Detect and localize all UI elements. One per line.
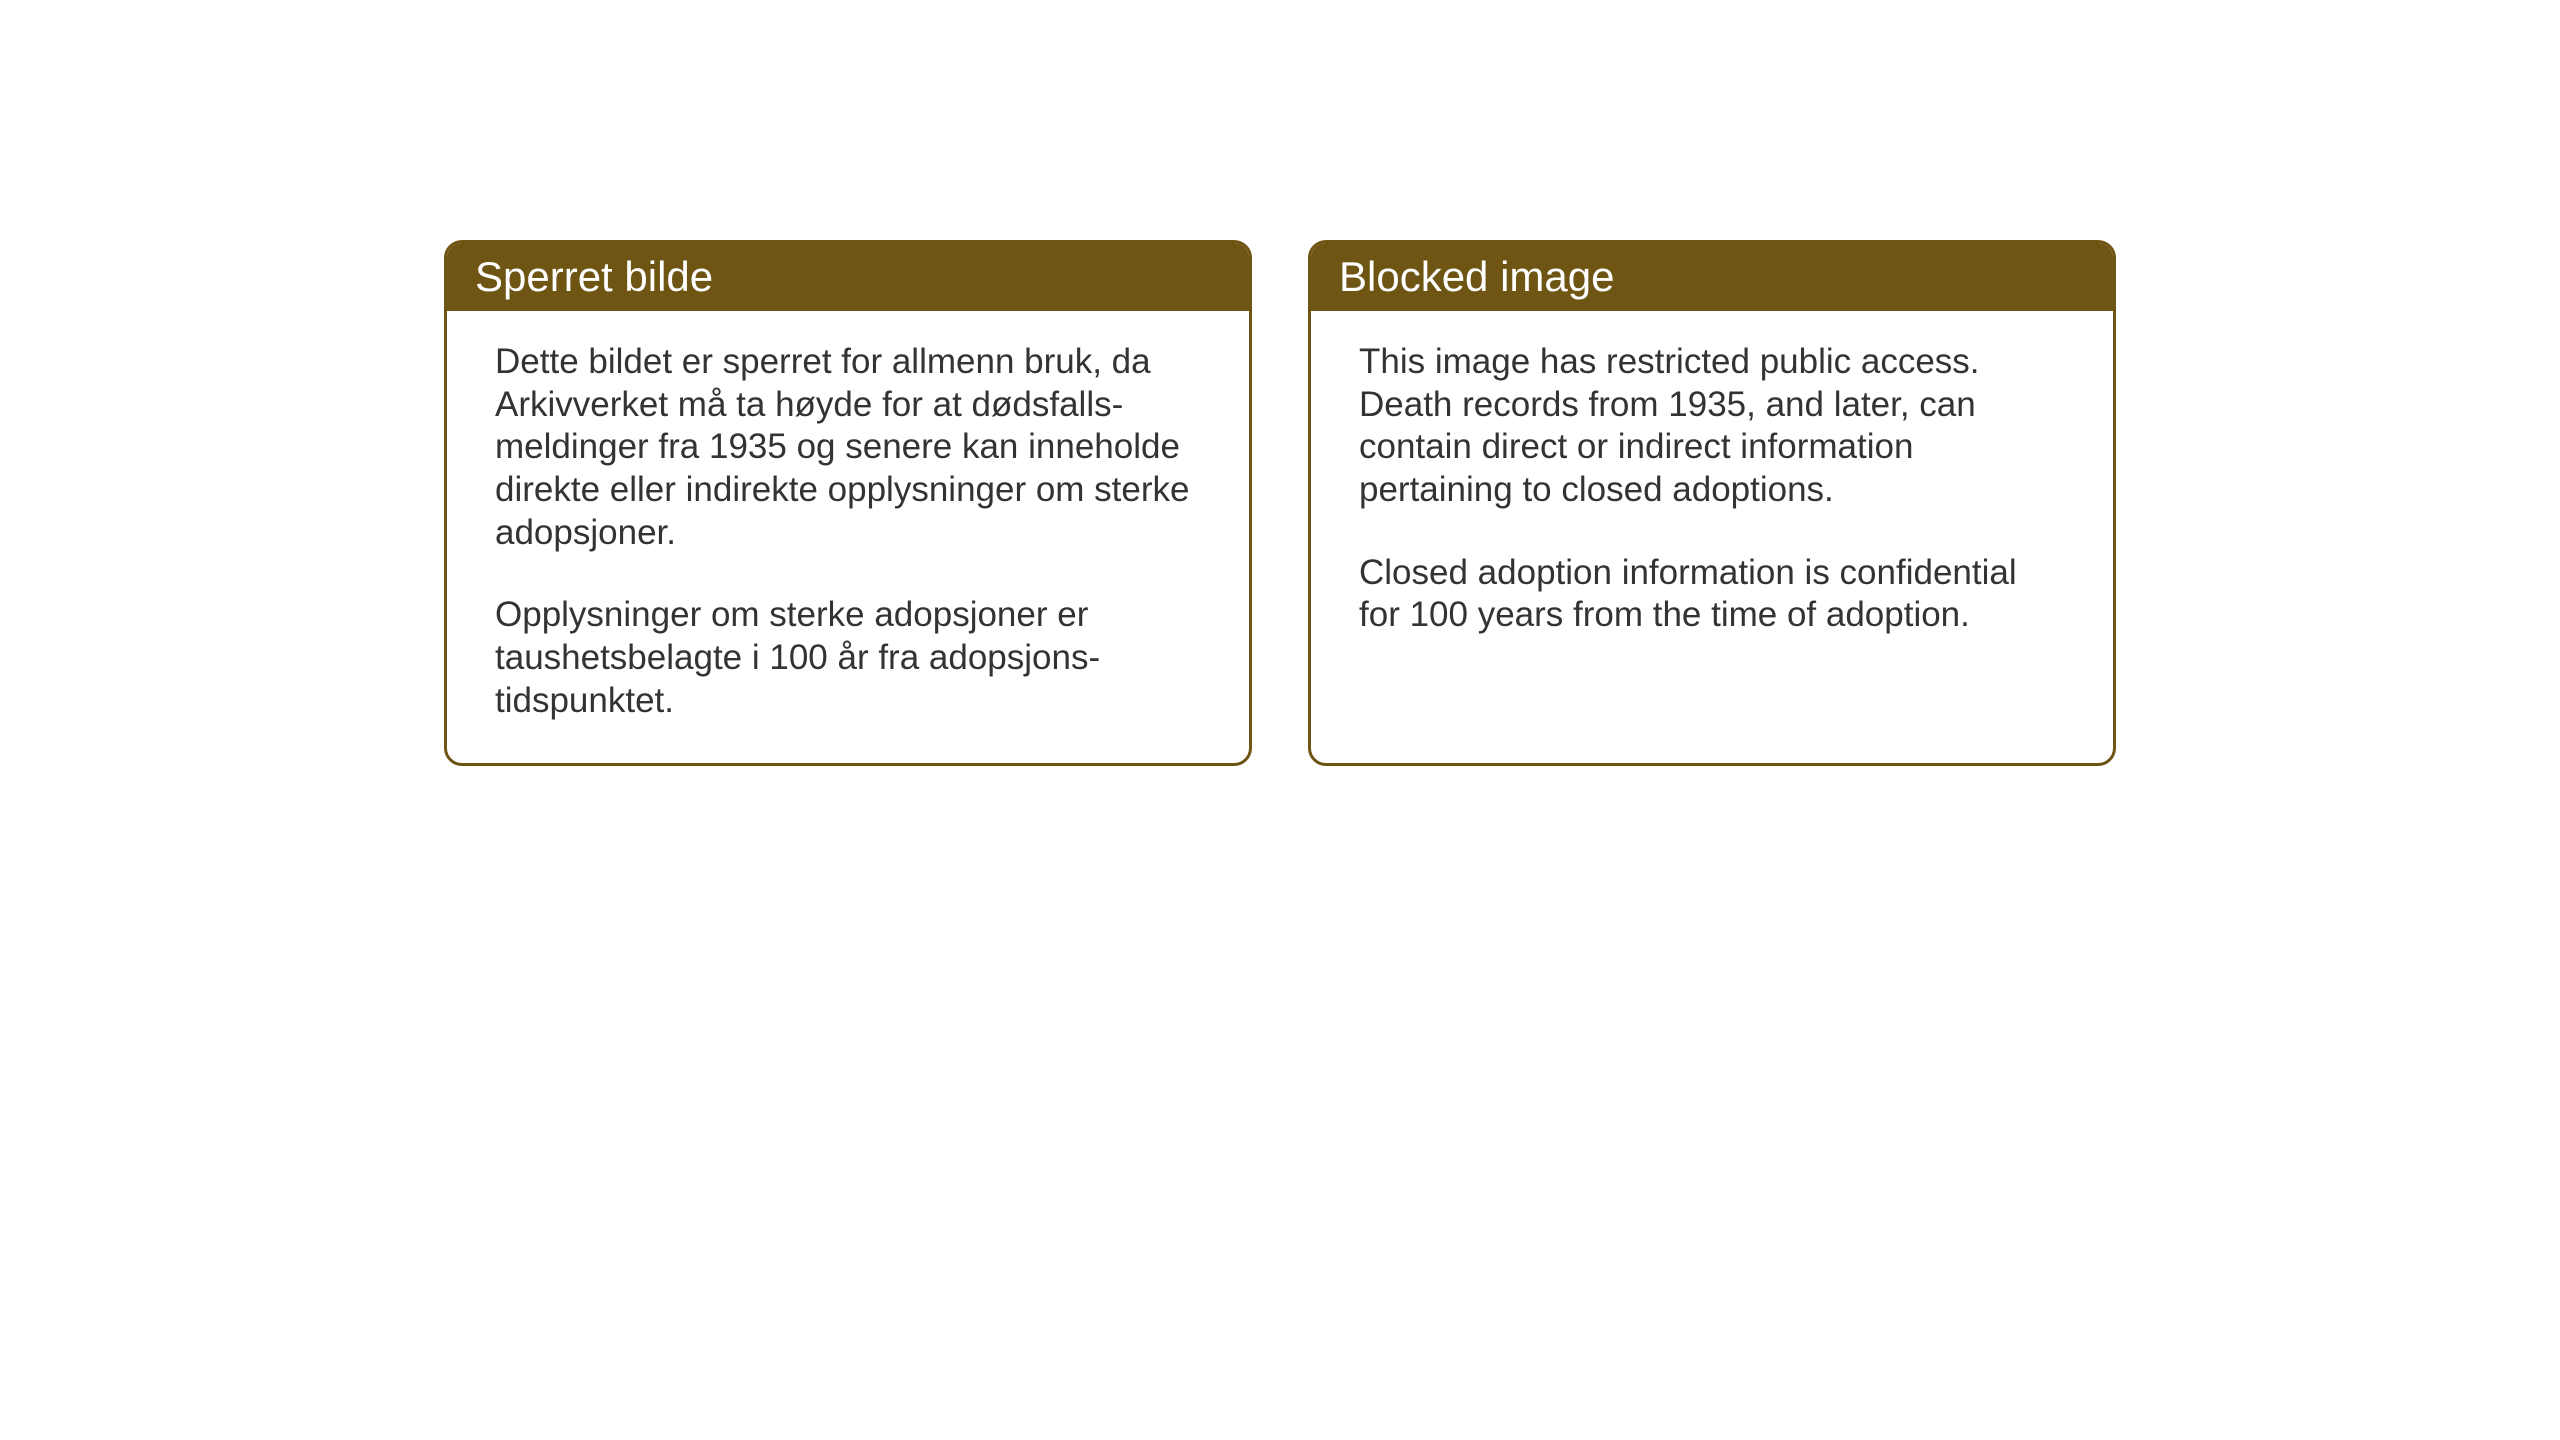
card-paragraph: This image has restricted public access.… [1359,341,2065,512]
card-paragraph: Opplysninger om sterke adopsjoner er tau… [495,594,1201,722]
notice-card-norwegian: Sperret bilde Dette bildet er sperret fo… [444,240,1252,766]
card-title-norwegian: Sperret bilde [447,243,1249,311]
notice-container: Sperret bilde Dette bildet er sperret fo… [444,240,2116,766]
card-title-english: Blocked image [1311,243,2113,311]
card-paragraph: Closed adoption information is confident… [1359,552,2065,637]
notice-card-english: Blocked image This image has restricted … [1308,240,2116,766]
card-paragraph: Dette bildet er sperret for allmenn bruk… [495,341,1201,554]
card-body-english: This image has restricted public access.… [1311,311,2113,677]
card-body-norwegian: Dette bildet er sperret for allmenn bruk… [447,311,1249,763]
